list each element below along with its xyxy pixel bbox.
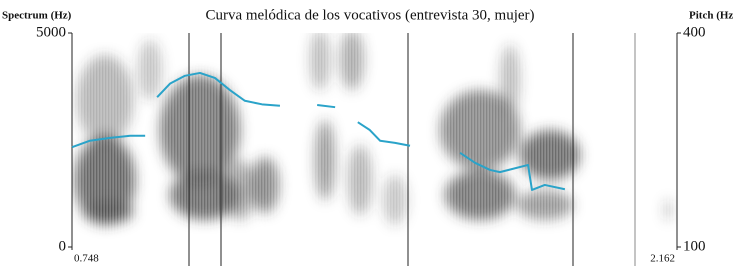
x-tick-label: 0.748 (74, 253, 99, 265)
x-tick-label: 2.162 (650, 253, 675, 265)
chart: Spectrum (Hz) Curva melódica de los voca… (0, 0, 740, 266)
y2-tick-label: 400 (683, 24, 706, 40)
spectrogram (72, 30, 677, 247)
y2-tick-label: 100 (683, 238, 706, 254)
y-tick-label: 0 (59, 238, 67, 254)
y-tick-label: 5000 (36, 24, 66, 40)
y2-axis-label: Pitch (Hz (689, 10, 733, 22)
chart-title: Curva melódica de los vocativos (entrevi… (205, 7, 534, 23)
y-axis-label: Spectrum (Hz) (2, 10, 72, 22)
